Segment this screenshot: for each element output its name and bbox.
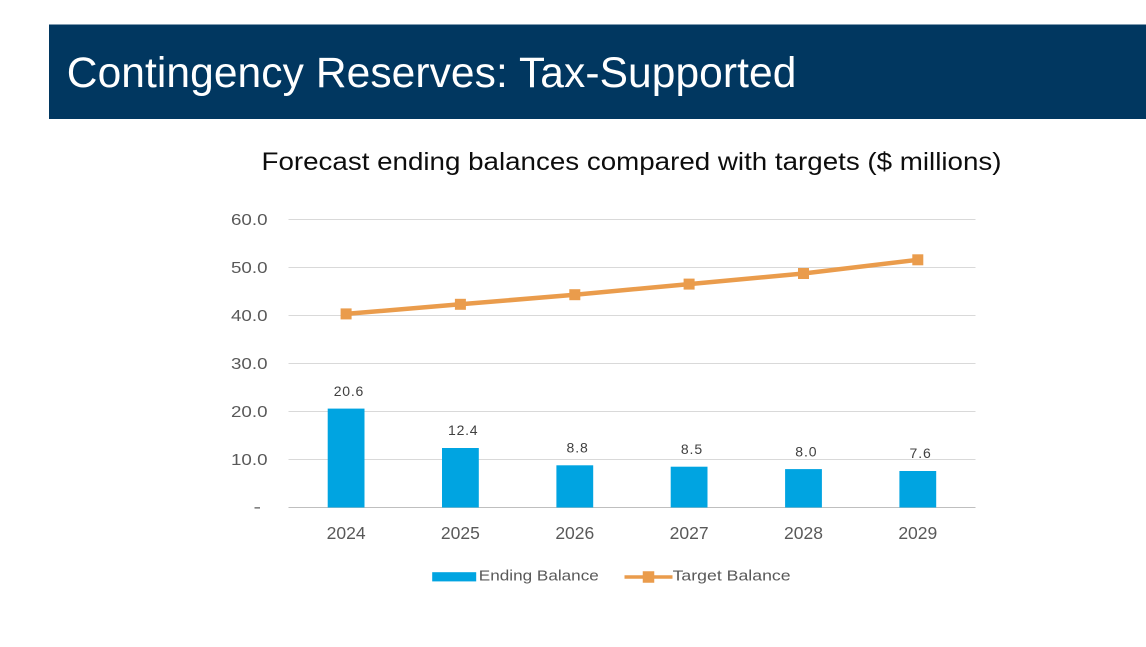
svg-text:2029: 2029 xyxy=(898,523,937,543)
svg-text:20.6: 20.6 xyxy=(334,383,364,399)
svg-text:2024: 2024 xyxy=(327,523,366,543)
svg-text:8.8: 8.8 xyxy=(567,440,589,456)
svg-text:60.0: 60.0 xyxy=(231,212,268,229)
svg-text:10.0: 10.0 xyxy=(231,452,268,469)
svg-text:30.0: 30.0 xyxy=(231,356,268,373)
svg-text:2028: 2028 xyxy=(784,523,823,543)
svg-text:Target Balance: Target Balance xyxy=(673,568,791,584)
svg-text:8.0: 8.0 xyxy=(795,443,817,459)
svg-text:8.5: 8.5 xyxy=(681,441,703,457)
svg-text:2027: 2027 xyxy=(670,523,709,543)
svg-text:Forecast ending balances compa: Forecast ending balances compared with t… xyxy=(262,148,1002,176)
svg-text:7.6: 7.6 xyxy=(910,445,932,461)
svg-text:40.0: 40.0 xyxy=(231,308,268,325)
svg-text:-: - xyxy=(254,499,262,516)
svg-text:Ending Balance: Ending Balance xyxy=(479,568,599,584)
svg-text:Contingency Reserves: Tax-Supp: Contingency Reserves: Tax-Supported xyxy=(67,50,797,97)
svg-text:12.4: 12.4 xyxy=(448,422,478,438)
svg-text:2026: 2026 xyxy=(555,523,594,543)
svg-text:2025: 2025 xyxy=(441,523,480,543)
svg-text:20.0: 20.0 xyxy=(231,404,268,421)
svg-text:50.0: 50.0 xyxy=(231,260,268,277)
